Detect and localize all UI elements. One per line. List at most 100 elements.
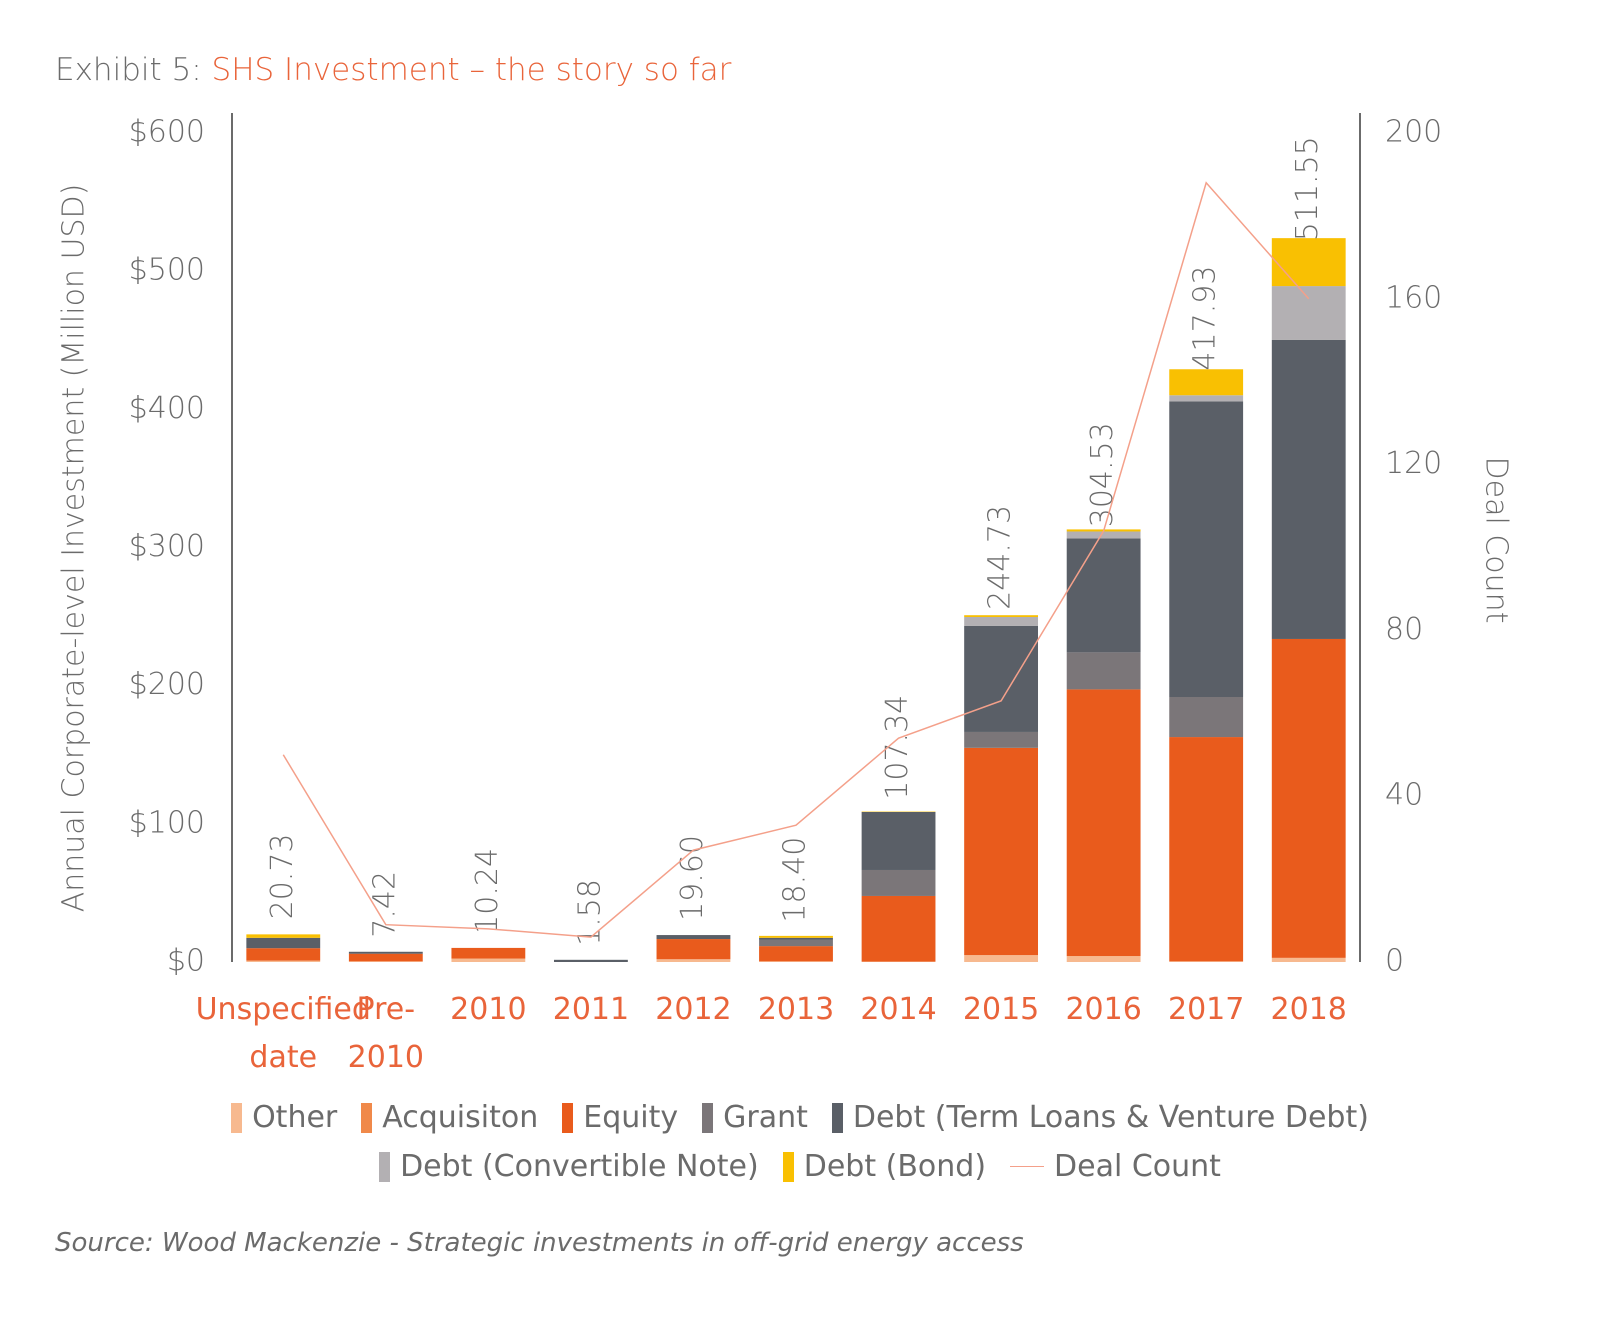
x-tick-label: 2018 [1270, 992, 1347, 1027]
y-tick-label: $200 [129, 667, 205, 702]
deal-count-line [282, 181, 1310, 938]
source: Source: Wood Mackenzie - Strategic inves… [55, 1228, 1024, 1258]
bar-segment [451, 958, 526, 962]
legend-swatch [702, 1102, 714, 1133]
bar-segment [759, 961, 833, 962]
legend-swatch [1010, 1165, 1045, 1168]
legend-label: Deal Count [1054, 1149, 1221, 1184]
y2-tick-label: 80 [1385, 612, 1423, 647]
legend-item: Deal Count [1010, 1149, 1221, 1184]
y-tick-label: $600 [129, 115, 205, 150]
legend-swatch [562, 1102, 574, 1133]
bar-segment [1169, 401, 1244, 697]
bar-segment [1169, 696, 1244, 738]
bar-segment [964, 616, 1039, 626]
y2-tick-label: 40 [1385, 778, 1423, 813]
bar-segment [1271, 957, 1346, 962]
y-tick-label: $500 [129, 253, 205, 288]
total-label: 20.73 [265, 833, 300, 919]
title: Exhibit 5: SHS Investment – the story so… [55, 52, 731, 88]
legend-item: Grant [702, 1100, 808, 1135]
y2-tick-label: 0 [1385, 944, 1404, 979]
bar-segment [964, 747, 1039, 956]
legend-label: Debt (Bond) [803, 1149, 987, 1184]
legend-swatch [782, 1151, 794, 1182]
legend-label: Debt (Term Loans & Venture Debt) [852, 1100, 1369, 1135]
legend-item: Acquisiton [361, 1100, 538, 1135]
bar-segment [1066, 538, 1141, 653]
x-tick-label: Pre-2010 [347, 992, 424, 1075]
bar-segment [759, 946, 833, 962]
bar-segment [1066, 652, 1141, 690]
legend-swatch [831, 1102, 843, 1133]
legend-item: Equity [562, 1100, 678, 1135]
legend-label: Other [252, 1100, 338, 1135]
bar-segment [348, 953, 423, 962]
bar-segment [656, 959, 731, 962]
bar-segment [1169, 369, 1244, 396]
bar-segment [964, 625, 1039, 732]
bar-segment [964, 955, 1039, 962]
total-label: 1.58 [572, 879, 607, 946]
bar-segment [246, 937, 321, 949]
bar-segment [861, 869, 936, 896]
bar-segment [656, 935, 731, 940]
legend-swatch [361, 1102, 373, 1133]
x-tick-label: 2015 [962, 992, 1040, 1027]
total-label: 7.42 [367, 871, 402, 938]
title-label: Exhibit 5: [55, 52, 202, 88]
total-label: 417.93 [1188, 266, 1223, 371]
bar-segment [246, 960, 321, 962]
legend-item: Debt (Bond) [782, 1149, 987, 1184]
x-tick-label: 2016 [1065, 992, 1142, 1027]
y2-tick-label: 120 [1385, 446, 1442, 481]
bar-segment [1271, 339, 1346, 639]
bar-segment [759, 935, 833, 938]
total-label: 511.55 [1290, 136, 1325, 241]
bar-segment [451, 947, 526, 959]
y2-axis-title: Deal Count [1479, 457, 1514, 624]
bar-segment [1169, 737, 1244, 962]
legend-label: Equity [583, 1100, 679, 1135]
bar-segment [1169, 961, 1244, 962]
total-label: 18.40 [778, 837, 813, 923]
bar-segment [1066, 531, 1141, 539]
bar-segment [1271, 238, 1346, 287]
y-tick-label: $300 [129, 529, 205, 564]
bar-segment [964, 615, 1039, 617]
y-tick-label: $0 [167, 944, 205, 979]
bar-segment [861, 811, 936, 870]
x-tick-label: 2010 [450, 992, 527, 1027]
x-tick-label: 2013 [757, 992, 835, 1027]
total-label: 10.24 [470, 848, 505, 934]
bar-segment [1066, 956, 1141, 962]
legend-label: Acquisiton [382, 1100, 539, 1135]
y-tick-label: $400 [129, 391, 205, 426]
bar-segment [861, 895, 936, 962]
chart-title: SHS Investment – the story so far [211, 52, 732, 88]
total-label: 244.73 [983, 505, 1018, 610]
total-label: 304.53 [1085, 422, 1120, 527]
y-tick-label: $100 [129, 805, 205, 840]
legend-label: Debt (Convertible Note) [400, 1149, 759, 1184]
bar-segment [759, 937, 833, 940]
x-tick-label: Unspecified date [195, 992, 371, 1075]
legend-item: Debt (Term Loans & Venture Debt) [831, 1100, 1369, 1135]
bar-segment [246, 934, 321, 938]
bar-segment [553, 959, 628, 962]
bar-segment [1066, 689, 1141, 957]
legend-item: Other [231, 1100, 337, 1135]
bar-segment [759, 939, 833, 947]
x-tick-label: 2011 [552, 992, 630, 1027]
legend: Other Acquisiton Equity Grant Debt (Term Loa… [135, 1100, 1465, 1184]
bar-segment [964, 731, 1039, 748]
bar-segment [1271, 286, 1346, 340]
bar-segment [1169, 395, 1244, 402]
bar-segment [348, 951, 423, 954]
y-axis-title: Annual Corporate-level Investment (Milli… [57, 184, 92, 913]
bar-segment [1271, 638, 1346, 958]
y2-tick-label: 160 [1385, 280, 1442, 315]
legend-swatch [379, 1151, 391, 1182]
